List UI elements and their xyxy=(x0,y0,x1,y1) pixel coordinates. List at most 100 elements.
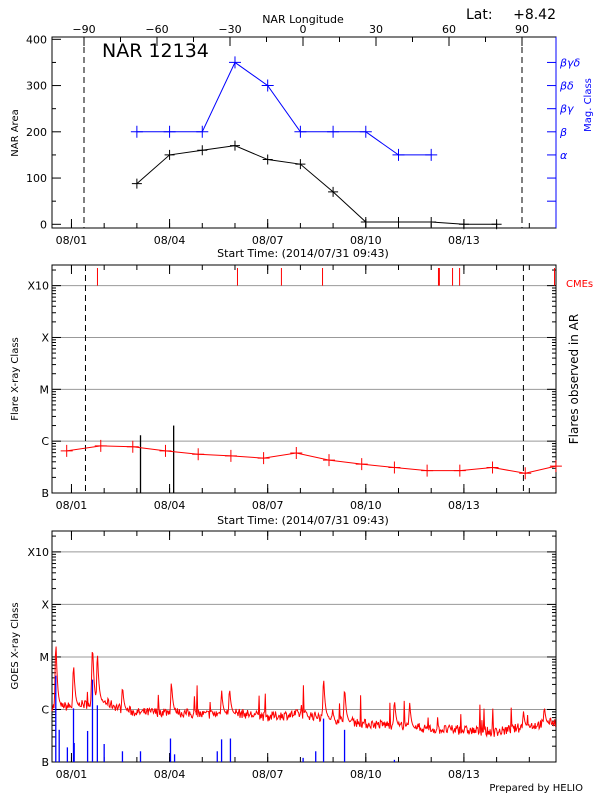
y-tick-label: 100 xyxy=(26,172,47,185)
x2-tick-label: −90 xyxy=(72,23,95,36)
cme-label: CMEs xyxy=(566,279,593,290)
x-tick-label: 08/04 xyxy=(154,768,186,781)
x2-tick-label: 90 xyxy=(515,23,529,36)
panel1-xlabel: Start Time: (2014/07/31 09:43) xyxy=(217,247,389,260)
y-tick-label: 400 xyxy=(26,33,47,46)
x-tick-label: 08/04 xyxy=(154,234,186,247)
y-tick-label: B xyxy=(41,487,49,500)
y2-tick-label: βγδ xyxy=(559,56,581,69)
x-tick-label: 08/07 xyxy=(252,499,284,512)
flare-baseline-point xyxy=(159,444,172,457)
flare-baseline-line xyxy=(66,445,557,474)
x-tick-label: 08/13 xyxy=(448,499,480,512)
x2-tick-label: −60 xyxy=(145,23,168,36)
x-tick-label: 08/10 xyxy=(350,499,382,512)
flare-baseline-point xyxy=(290,447,303,460)
flare-baseline-point xyxy=(323,454,336,467)
flare-baseline-point xyxy=(486,461,499,474)
y-tick-label: 300 xyxy=(26,80,47,93)
y-tick-label: 0 xyxy=(40,218,47,231)
area-point xyxy=(393,216,404,227)
mag-class-point xyxy=(392,148,405,161)
mag-class-line xyxy=(136,61,432,156)
flare-baseline-point xyxy=(60,444,73,457)
flare-baseline-point xyxy=(549,460,562,473)
y-tick-label: M xyxy=(40,383,50,396)
area-point xyxy=(360,216,371,227)
flare-baseline-point xyxy=(126,440,139,453)
mag-class-point xyxy=(359,125,372,138)
flare-baseline-point xyxy=(192,448,205,461)
y-tick-label: X xyxy=(41,598,49,611)
flare-baseline-point xyxy=(94,439,107,452)
mag-class-point xyxy=(196,125,209,138)
x-tick-label: 08/01 xyxy=(56,499,88,512)
x-tick-label: 08/04 xyxy=(154,499,186,512)
footer-credit: Prepared by HELIO xyxy=(489,783,583,794)
flare-baseline-point xyxy=(519,467,532,480)
area-point xyxy=(426,216,437,227)
top-axis-label: NAR Longitude xyxy=(262,13,344,26)
panel1-frame xyxy=(51,36,557,229)
area-point xyxy=(295,159,306,170)
area-point xyxy=(197,145,208,156)
flare-baseline-point xyxy=(257,452,270,465)
flare-baseline-point xyxy=(421,464,434,477)
x-tick-label: 08/01 xyxy=(56,234,88,247)
panel2-xlabel: Start Time: (2014/07/31 09:43) xyxy=(217,514,389,527)
y-tick-label: X10 xyxy=(27,280,49,293)
panel1-ylabel: NAR Area xyxy=(10,109,21,156)
flare-baseline-point xyxy=(224,449,237,462)
x-tick-label: 08/13 xyxy=(448,234,480,247)
x-tick-label: 08/13 xyxy=(448,768,480,781)
panel3-ylabel: GOES X-ray Class xyxy=(10,602,21,689)
mag-class-point xyxy=(294,125,307,138)
nar-title: NAR 12134 xyxy=(102,40,209,62)
x-tick-label: 08/01 xyxy=(56,768,88,781)
x-tick-label: 08/07 xyxy=(252,768,284,781)
flare-baseline-point xyxy=(388,461,401,474)
panel2-frame xyxy=(51,264,557,494)
y-tick-label: X xyxy=(41,331,49,344)
x2-tick-label: 0 xyxy=(300,23,307,36)
area-point xyxy=(328,186,339,197)
area-point xyxy=(164,149,175,160)
x-tick-label: 08/07 xyxy=(252,234,284,247)
latitude-label: Lat: xyxy=(466,7,493,23)
panel2-ylabel: Flare X-ray Class xyxy=(10,337,21,421)
mag-class-point xyxy=(425,148,438,161)
goes-flux-line xyxy=(51,646,556,738)
area-line xyxy=(136,145,497,225)
x2-tick-label: 30 xyxy=(369,23,383,36)
y-tick-label: C xyxy=(41,435,49,448)
latitude-value: +8.42 xyxy=(513,7,556,23)
x-tick-label: 08/10 xyxy=(350,234,382,247)
mag-class-point xyxy=(327,125,340,138)
y-tick-label: 200 xyxy=(26,126,47,139)
panel2-y2label: Flares observed in AR xyxy=(567,314,581,444)
panel1-y2label: Mag. Class xyxy=(583,78,594,132)
area-point xyxy=(458,219,469,230)
y2-tick-label: α xyxy=(560,149,568,162)
y2-tick-label: βδ xyxy=(559,80,574,93)
mag-class-point xyxy=(261,79,274,92)
mag-class-point xyxy=(163,125,176,138)
y-tick-label: M xyxy=(40,651,50,664)
y-tick-label: X10 xyxy=(27,546,49,559)
y2-tick-label: βγ xyxy=(559,103,574,116)
mag-class-point xyxy=(130,125,143,138)
area-point xyxy=(229,140,240,151)
y2-tick-label: β xyxy=(559,126,567,139)
area-point xyxy=(131,178,142,189)
mag-class-point xyxy=(228,56,241,69)
flare-baseline-point xyxy=(453,464,466,477)
flare-baseline-point xyxy=(355,458,368,471)
y-tick-label: B xyxy=(41,756,49,769)
area-point xyxy=(491,219,502,230)
x2-tick-label: 60 xyxy=(442,23,456,36)
panel3-frame xyxy=(51,530,557,763)
y-tick-label: C xyxy=(41,703,49,716)
area-point xyxy=(262,154,273,165)
x-tick-label: 08/10 xyxy=(350,768,382,781)
